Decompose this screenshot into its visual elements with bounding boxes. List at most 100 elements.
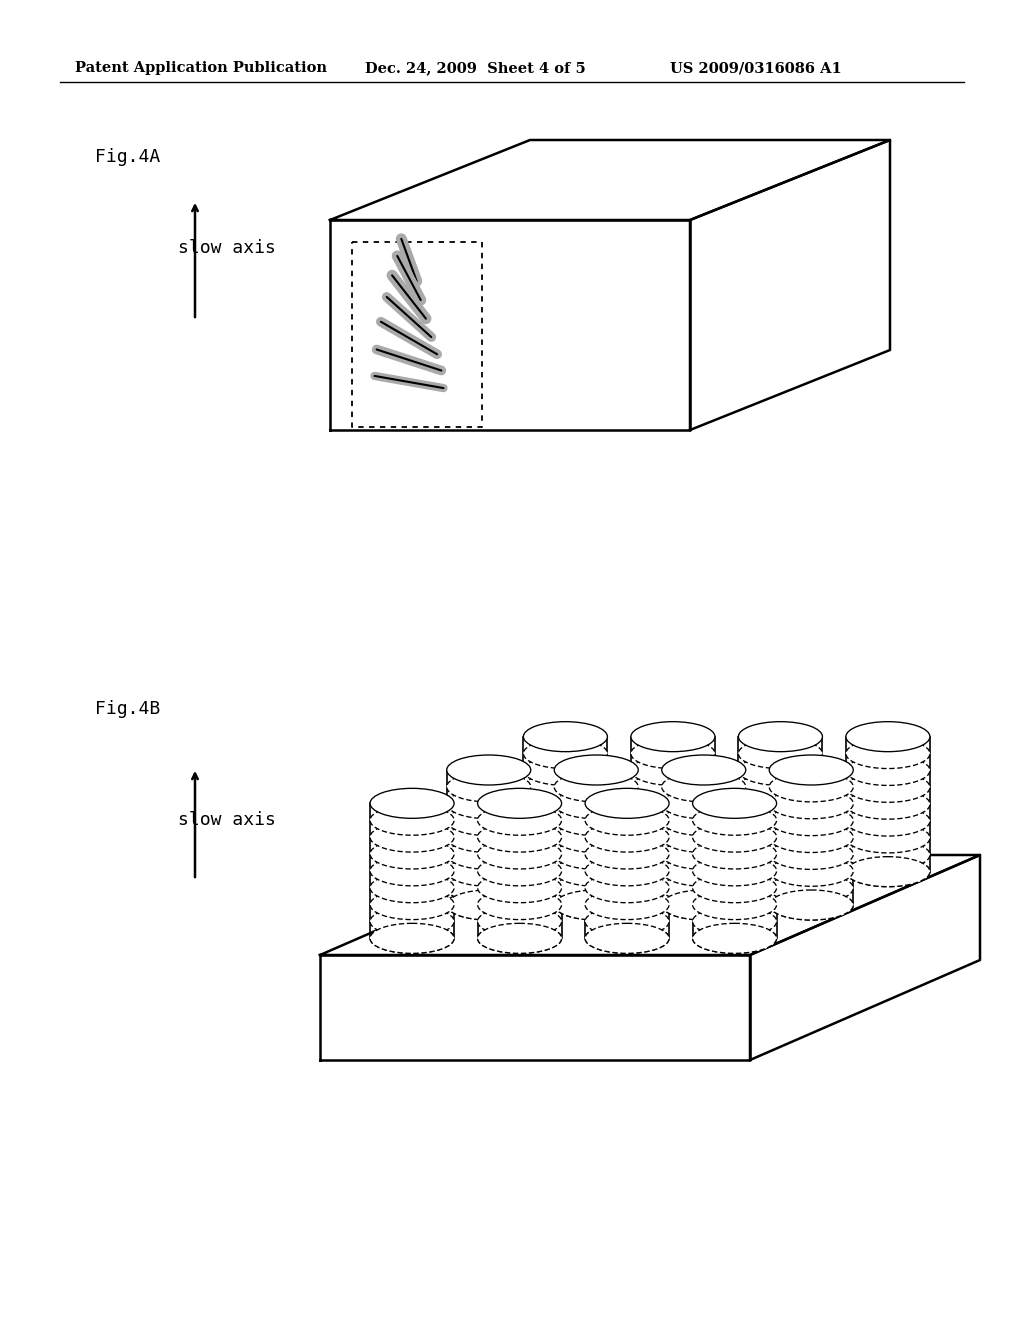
Ellipse shape bbox=[370, 923, 454, 953]
Ellipse shape bbox=[523, 857, 607, 887]
Ellipse shape bbox=[769, 789, 853, 818]
Ellipse shape bbox=[477, 855, 561, 886]
Ellipse shape bbox=[554, 772, 638, 801]
Ellipse shape bbox=[846, 755, 930, 785]
Ellipse shape bbox=[769, 890, 853, 920]
Ellipse shape bbox=[554, 755, 638, 785]
Ellipse shape bbox=[846, 722, 930, 751]
Ellipse shape bbox=[846, 789, 930, 820]
Ellipse shape bbox=[631, 739, 715, 768]
Ellipse shape bbox=[446, 789, 530, 818]
Ellipse shape bbox=[585, 822, 669, 853]
Ellipse shape bbox=[662, 840, 745, 870]
Ellipse shape bbox=[662, 890, 745, 920]
Ellipse shape bbox=[446, 873, 530, 903]
Ellipse shape bbox=[692, 788, 776, 818]
Ellipse shape bbox=[846, 772, 930, 803]
Ellipse shape bbox=[523, 755, 607, 785]
Ellipse shape bbox=[370, 873, 454, 903]
Ellipse shape bbox=[477, 805, 561, 836]
Ellipse shape bbox=[523, 789, 607, 820]
Ellipse shape bbox=[738, 755, 822, 785]
Ellipse shape bbox=[585, 855, 669, 886]
Ellipse shape bbox=[692, 890, 776, 920]
Text: Fig.4A: Fig.4A bbox=[95, 148, 160, 166]
Ellipse shape bbox=[477, 907, 561, 936]
Ellipse shape bbox=[477, 923, 561, 953]
Ellipse shape bbox=[585, 890, 669, 920]
Ellipse shape bbox=[554, 873, 638, 903]
Ellipse shape bbox=[477, 923, 561, 953]
Ellipse shape bbox=[477, 873, 561, 903]
Ellipse shape bbox=[846, 840, 930, 870]
Ellipse shape bbox=[846, 857, 930, 887]
Ellipse shape bbox=[662, 805, 745, 836]
Ellipse shape bbox=[523, 722, 607, 751]
Ellipse shape bbox=[662, 755, 745, 785]
Ellipse shape bbox=[662, 873, 745, 903]
Ellipse shape bbox=[370, 805, 454, 836]
Ellipse shape bbox=[692, 855, 776, 886]
Ellipse shape bbox=[370, 855, 454, 886]
Ellipse shape bbox=[477, 840, 561, 869]
Ellipse shape bbox=[692, 923, 776, 953]
Ellipse shape bbox=[446, 822, 530, 853]
Ellipse shape bbox=[692, 840, 776, 869]
Ellipse shape bbox=[370, 840, 454, 869]
Ellipse shape bbox=[692, 923, 776, 953]
Ellipse shape bbox=[554, 789, 638, 818]
Ellipse shape bbox=[370, 822, 454, 853]
Ellipse shape bbox=[446, 840, 530, 870]
Ellipse shape bbox=[554, 890, 638, 920]
Text: Fig.4B: Fig.4B bbox=[95, 700, 160, 718]
Ellipse shape bbox=[692, 873, 776, 903]
Ellipse shape bbox=[585, 873, 669, 903]
Ellipse shape bbox=[738, 857, 822, 887]
Ellipse shape bbox=[662, 857, 745, 886]
Ellipse shape bbox=[631, 840, 715, 870]
Ellipse shape bbox=[446, 890, 530, 920]
Ellipse shape bbox=[554, 822, 638, 853]
Ellipse shape bbox=[523, 822, 607, 853]
Ellipse shape bbox=[523, 840, 607, 870]
Ellipse shape bbox=[769, 840, 853, 870]
Ellipse shape bbox=[738, 772, 822, 803]
Ellipse shape bbox=[631, 822, 715, 853]
Ellipse shape bbox=[477, 890, 561, 920]
Text: US 2009/0316086 A1: US 2009/0316086 A1 bbox=[670, 61, 842, 75]
Ellipse shape bbox=[631, 857, 715, 887]
Ellipse shape bbox=[446, 805, 530, 836]
Ellipse shape bbox=[585, 907, 669, 936]
Ellipse shape bbox=[477, 788, 561, 818]
Ellipse shape bbox=[846, 857, 930, 887]
Ellipse shape bbox=[769, 822, 853, 853]
Ellipse shape bbox=[631, 772, 715, 803]
Ellipse shape bbox=[370, 788, 454, 818]
Ellipse shape bbox=[585, 840, 669, 869]
Ellipse shape bbox=[846, 807, 930, 836]
Ellipse shape bbox=[370, 907, 454, 936]
Ellipse shape bbox=[631, 722, 715, 751]
Ellipse shape bbox=[554, 805, 638, 836]
Ellipse shape bbox=[769, 772, 853, 801]
Ellipse shape bbox=[631, 789, 715, 820]
Ellipse shape bbox=[692, 907, 776, 936]
Ellipse shape bbox=[662, 789, 745, 818]
Ellipse shape bbox=[769, 873, 853, 903]
Ellipse shape bbox=[446, 857, 530, 886]
Ellipse shape bbox=[523, 739, 607, 768]
Ellipse shape bbox=[631, 755, 715, 785]
Ellipse shape bbox=[738, 840, 822, 870]
Ellipse shape bbox=[585, 923, 669, 953]
Text: Patent Application Publication: Patent Application Publication bbox=[75, 61, 327, 75]
Ellipse shape bbox=[370, 890, 454, 920]
Ellipse shape bbox=[846, 822, 930, 853]
Ellipse shape bbox=[692, 805, 776, 836]
Ellipse shape bbox=[523, 807, 607, 836]
Ellipse shape bbox=[585, 923, 669, 953]
Ellipse shape bbox=[554, 857, 638, 886]
Ellipse shape bbox=[446, 755, 530, 785]
Ellipse shape bbox=[631, 857, 715, 887]
Ellipse shape bbox=[585, 805, 669, 836]
Ellipse shape bbox=[769, 805, 853, 836]
